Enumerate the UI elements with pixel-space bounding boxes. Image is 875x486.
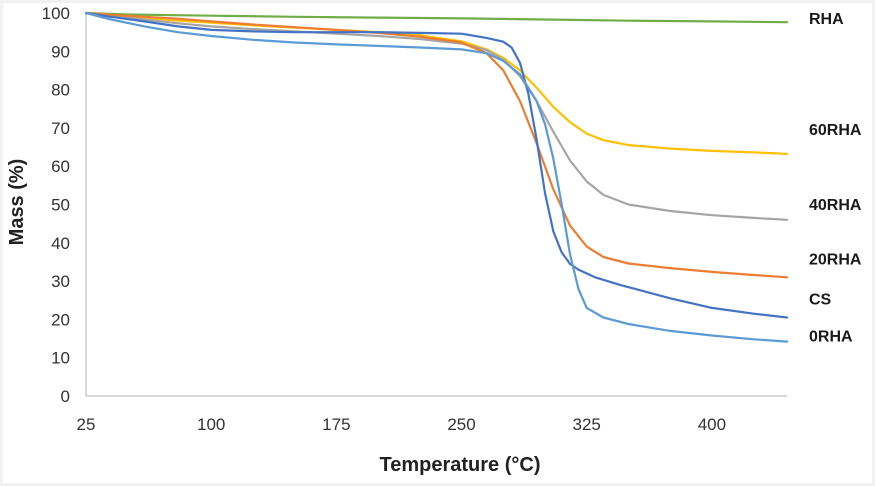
y-tick-label: 50: [51, 196, 70, 215]
series-layer: [84, 11, 789, 343]
series-labels: RHA 60RHA 40RHA 20RHA CS 0RHA: [809, 11, 862, 345]
y-tick-label: 70: [51, 119, 70, 138]
y-tick-label: 60: [51, 157, 70, 176]
series-label-40rha: 40RHA: [809, 197, 862, 214]
x-tick-label: 25: [77, 415, 96, 434]
series-label-rha: RHA: [809, 11, 844, 28]
y-tick-label: 10: [51, 349, 70, 368]
series-line-40rha: [84, 11, 789, 221]
y-tick-label: 90: [51, 42, 70, 61]
series-label-60rha: 60RHA: [809, 122, 862, 139]
x-axis-title: Temperature (°C): [380, 454, 541, 476]
y-tick-label: 30: [51, 272, 70, 291]
series-label-cs: CS: [809, 291, 832, 308]
series-line-20rha: [84, 11, 789, 279]
y-tick-label: 100: [42, 4, 70, 23]
series-label-0rha: 0RHA: [809, 329, 853, 346]
axes: 0 10 20 30 40 50 60 70 80 90 100 25 100 175 250 325 400: [42, 4, 787, 434]
y-tick-label: 80: [51, 81, 70, 100]
series-line-rha: [84, 11, 789, 24]
y-tick-label: 40: [51, 234, 70, 253]
y-axis-title: Mass (%): [6, 159, 28, 246]
x-tick-label: 400: [698, 415, 726, 434]
x-tick-label: 175: [322, 415, 350, 434]
series-line-cs: [84, 11, 789, 319]
series-line-60rha: [84, 11, 789, 155]
series-label-20rha: 20RHA: [809, 251, 862, 268]
chart-figure: 0 10 20 30 40 50 60 70 80 90 100 25 100 175 250 325 400 …: [3, 3, 872, 483]
series-line-0rha: [84, 11, 789, 343]
x-tick-label: 100: [197, 415, 225, 434]
y-tick-label: 0: [61, 387, 70, 406]
x-tick-label: 325: [573, 415, 601, 434]
y-tick-label: 20: [51, 310, 70, 329]
x-tick-label: 250: [447, 415, 475, 434]
